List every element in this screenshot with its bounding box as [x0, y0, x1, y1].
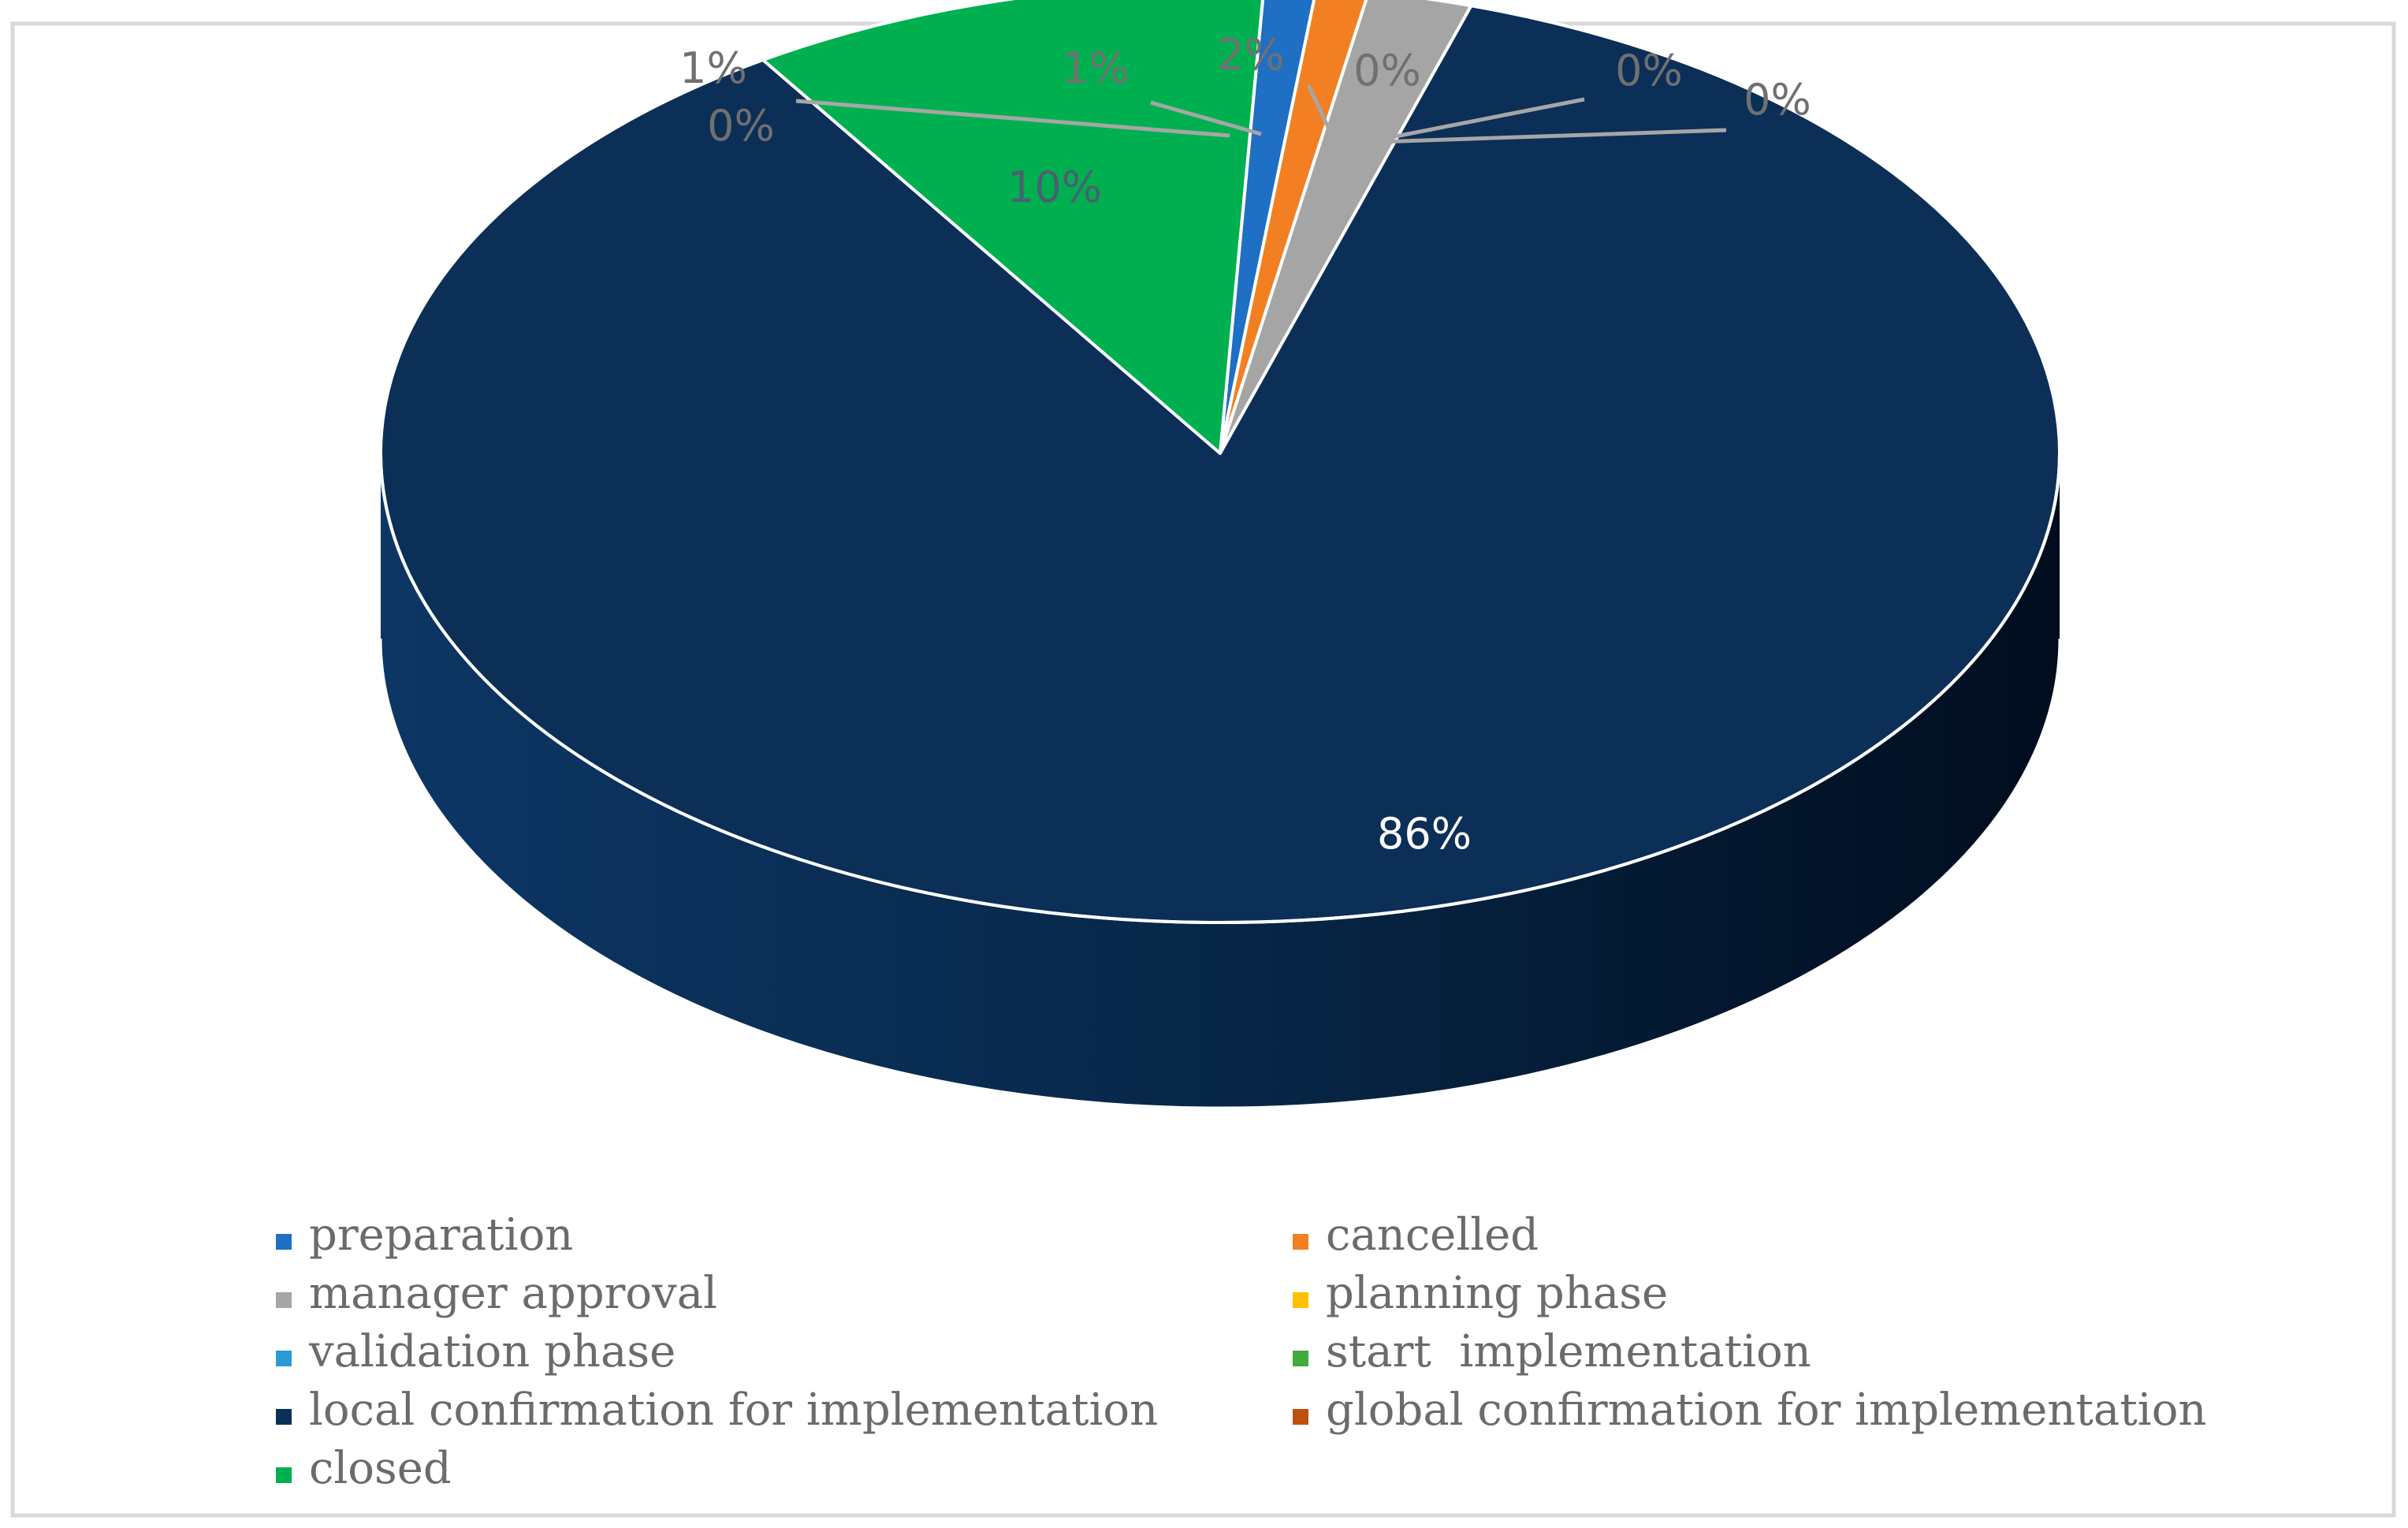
legend-swatch — [276, 1409, 292, 1425]
data-label-closed: 10% — [1007, 162, 1102, 212]
leader-line-start-implementation — [1377, 128, 1727, 144]
legend-item-global-confirmation-for-implementation: global confirmation for implementation — [1293, 1385, 2206, 1436]
data-label-preparation: 1% — [679, 43, 747, 93]
legend-label: global confirmation for implementation — [1326, 1385, 2206, 1436]
pie-side — [379, 453, 2061, 1109]
data-label-start-implementation: 0% — [1744, 75, 1811, 125]
legend-label: cancelled — [1326, 1209, 1539, 1261]
legend-label: start implementation — [1326, 1326, 1811, 1377]
pie-side-wall — [381, 453, 2060, 1108]
legend-label: manager approval — [309, 1268, 717, 1319]
legend-item-local-confirmation-for-implementation: local confirmation for implementation — [276, 1385, 1158, 1436]
legend-swatch — [1293, 1351, 1308, 1366]
legend-label: validation phase — [308, 1326, 676, 1377]
leader-line-preparation — [795, 99, 1230, 138]
legend-swatch — [276, 1292, 292, 1308]
legend-item-cancelled: cancelled — [1293, 1209, 1539, 1261]
legend-item-validation-phase: validation phase — [276, 1326, 676, 1377]
pie-slice-closed — [761, 0, 1264, 455]
pie-slices — [379, 0, 2061, 924]
leader-lines — [795, 84, 1727, 144]
legend-swatch — [276, 1351, 292, 1366]
legend-label: preparation — [309, 1209, 573, 1261]
legend-item-start-implementation: start implementation — [1293, 1326, 1811, 1377]
data-labels: 1% 1% 2% 0% 0% 0% 86% 0% 10% — [679, 30, 1811, 859]
leader-line-cancelled — [1150, 100, 1262, 136]
legend-swatch — [1293, 1292, 1308, 1308]
data-label-planning-phase: 0% — [1353, 46, 1421, 95]
data-label-global-confirmation-for-implementation: 0% — [707, 101, 775, 151]
legend-label: closed — [309, 1443, 452, 1494]
legend: preparation cancelled manager approval plan… — [276, 1209, 2206, 1494]
pie-bottom-edge — [379, 638, 2061, 1109]
legend-swatch — [1293, 1409, 1308, 1425]
legend-item-closed: closed — [276, 1443, 452, 1494]
legend-item-preparation: preparation — [276, 1209, 573, 1261]
leader-line-validation-phase — [1375, 97, 1585, 143]
legend-swatch — [276, 1467, 292, 1483]
legend-swatch — [276, 1234, 292, 1250]
data-label-validation-phase: 0% — [1615, 46, 1683, 95]
pie-rim-highlight — [379, 453, 2061, 924]
legend-item-manager-approval: manager approval — [276, 1268, 717, 1319]
legend-label: planning phase — [1326, 1268, 1668, 1319]
data-label-cancelled: 1% — [1062, 43, 1130, 93]
legend-swatch — [1293, 1234, 1308, 1250]
leader-line-manager-approval — [1306, 84, 1334, 137]
pie-slice-preparation — [1219, 0, 1316, 455]
data-label-local-confirmation-for-implementation: 86% — [1377, 809, 1472, 859]
leader-line-planning-phase — [1368, 106, 1382, 140]
legend-item-planning-phase: planning phase — [1293, 1268, 1668, 1319]
data-label-manager-approval: 2% — [1217, 30, 1285, 80]
legend-label: local confirmation for implementation — [309, 1385, 1158, 1436]
